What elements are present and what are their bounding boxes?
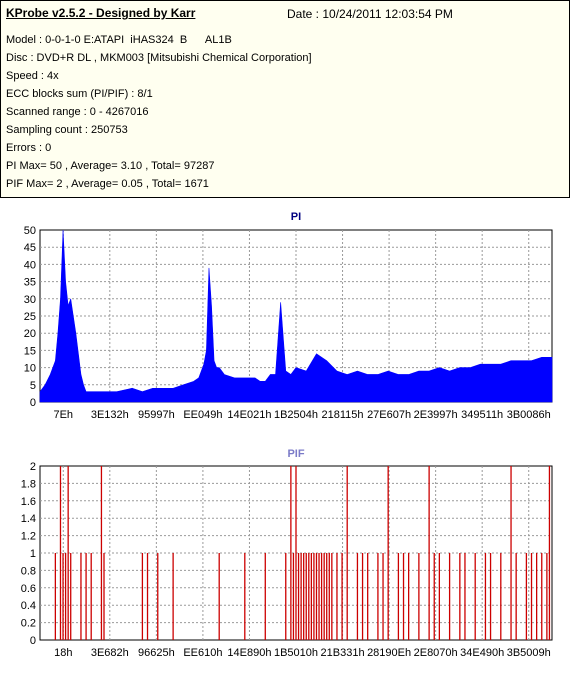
y-tick-label: 0.4 xyxy=(21,600,36,612)
y-tick-label: 35 xyxy=(24,277,36,289)
pi-summary-line: PI Max= 50 , Average= 3.10 , Total= 9728… xyxy=(6,160,215,172)
y-tick-label: 0 xyxy=(30,397,36,409)
y-tick-label: 0 xyxy=(30,635,36,647)
pi-chart: PI 0 5 10 15 20 25 30 35 40 45 50 7Eh 3E132h 95997h EE0… xyxy=(0,206,572,434)
x-tick-label: 3B5009h xyxy=(507,647,551,659)
pi-chart-panel: PI 0 5 10 15 20 25 30 35 40 45 50 7Eh 3E132h 95997h EE0… xyxy=(0,206,572,434)
pif-chart: PIF 0 0.2 0.4 0.6 0.8 1 1.2 1.4 1.6 1.8 2 18h 3E682h 9… xyxy=(0,440,572,672)
y-tick-label: 1.4 xyxy=(21,513,36,525)
chart-title: PIF xyxy=(287,448,304,460)
x-tick-label: 34E490h xyxy=(460,647,504,659)
y-tick-label: 0.2 xyxy=(21,618,36,630)
y-tick-label: 1.6 xyxy=(21,496,36,508)
y-tick-label: 45 xyxy=(24,242,36,254)
y-tick-label: 25 xyxy=(24,311,36,323)
x-tick-label: 349511h xyxy=(461,409,503,421)
x-tick-label: 218115h xyxy=(322,409,364,421)
x-tick-label: 95997h xyxy=(138,409,175,421)
x-tick-label: 14E021h xyxy=(227,409,271,421)
x-tick-label: 3E682h xyxy=(91,647,129,659)
disc-line: Disc : DVD+R DL , MKM003 [Mitsubishi Che… xyxy=(6,52,312,64)
x-tick-label: 2E3997h xyxy=(414,409,458,421)
ecc-line: ECC blocks sum (PI/PIF) : 8/1 xyxy=(6,88,153,100)
chart-title: PI xyxy=(291,211,301,223)
y-tick-label: 1.8 xyxy=(21,478,36,490)
x-tick-label: 3B0086h xyxy=(507,409,551,421)
x-tick-label: 14E890h xyxy=(227,647,271,659)
info-panel: KProbe v2.5.2 - Designed by Karr Date : … xyxy=(0,0,570,198)
x-tick-label: 3E132h xyxy=(91,409,129,421)
x-tick-label: EE610h xyxy=(183,647,222,659)
app-title: KProbe v2.5.2 - Designed by Karr xyxy=(6,6,196,20)
x-tick-label: 27E607h xyxy=(367,409,411,421)
y-tick-label: 0.8 xyxy=(21,565,36,577)
y-tick-label: 1 xyxy=(30,548,36,560)
y-tick-label: 2 xyxy=(30,461,36,473)
x-tick-label: EE049h xyxy=(183,409,222,421)
y-tick-label: 40 xyxy=(24,259,36,271)
model-line: Model : 0-0-1-0 E:ATAPI iHAS324 B AL1B xyxy=(6,34,232,46)
y-tick-label: 10 xyxy=(24,363,36,375)
range-line: Scanned range : 0 - 4267016 xyxy=(6,106,149,118)
y-tick-label: 0.6 xyxy=(21,583,36,595)
x-tick-label: 1B5010h xyxy=(274,647,318,659)
errors-line: Errors : 0 xyxy=(6,142,52,154)
x-tick-label: 1B2504h xyxy=(274,409,318,421)
sampling-line: Sampling count : 250753 xyxy=(6,124,128,136)
x-tick-label: 21B331h xyxy=(321,647,365,659)
y-tick-label: 50 xyxy=(24,225,36,237)
pi-series-area xyxy=(39,229,553,403)
y-tick-label: 15 xyxy=(24,345,36,357)
x-tick-label: 7Eh xyxy=(53,409,73,421)
y-tick-label: 20 xyxy=(24,328,36,340)
x-tick-label: 18h xyxy=(54,647,72,659)
y-tick-label: 5 xyxy=(30,380,36,392)
y-tick-label: 1.2 xyxy=(21,531,36,543)
x-tick-label: 28190Eh xyxy=(367,647,411,659)
speed-line: Speed : 4x xyxy=(6,70,59,82)
pif-chart-panel: PIF 0 0.2 0.4 0.6 0.8 1 1.2 1.4 1.6 1.8 2 18h 3E682h 9… xyxy=(0,440,572,672)
y-tick-label: 30 xyxy=(24,294,36,306)
x-tick-label: 96625h xyxy=(138,647,175,659)
x-tick-label: 2E8070h xyxy=(414,647,458,659)
scan-date: Date : 10/24/2011 12:03:54 PM xyxy=(287,7,453,21)
pif-summary-line: PIF Max= 2 , Average= 0.05 , Total= 1671 xyxy=(6,178,209,190)
